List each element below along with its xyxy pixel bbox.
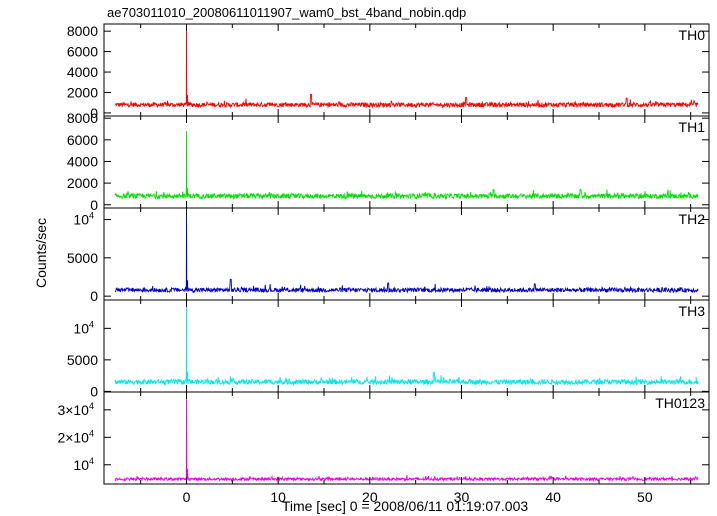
x-tick-label: 0 xyxy=(183,489,191,505)
x-tick-label: 10 xyxy=(270,489,286,505)
chart-title: ae703011010_20080611011907_wam0_bst_4ban… xyxy=(107,5,466,20)
series-th1 xyxy=(114,131,699,201)
panel-th2: 0 5000 104 TH2 xyxy=(67,207,710,304)
series-th3 xyxy=(114,300,699,387)
panel-frame xyxy=(103,207,710,301)
panel-frame xyxy=(103,391,710,485)
panel-label: TH1 xyxy=(679,119,706,135)
y-tick-label: 8000 xyxy=(67,110,98,126)
y-tick-label: 3×104 xyxy=(57,401,94,418)
y-tick-label: 2×104 xyxy=(57,428,94,445)
y-tick-label: 5000 xyxy=(67,352,98,368)
y-tick-label: 6000 xyxy=(67,44,98,60)
panel-frame xyxy=(103,23,710,117)
y-tick-label: 5000 xyxy=(67,250,98,266)
y-tick-label: 104 xyxy=(73,211,94,228)
series-th0 xyxy=(114,24,699,109)
y-tick-label: 6000 xyxy=(67,132,98,148)
x-tick-label: 40 xyxy=(545,489,561,505)
y-tick-label: 0 xyxy=(90,105,98,121)
x-tick-label: 50 xyxy=(637,489,653,505)
panel-label: TH0123 xyxy=(655,395,705,411)
y-tick-label: 0 xyxy=(90,288,98,304)
panel-th3: 0 5000 104 TH3 xyxy=(67,299,710,399)
y-tick-label: 0 xyxy=(90,197,98,213)
series-th2 xyxy=(114,208,699,294)
y-tick-label: 104 xyxy=(73,319,94,336)
panel-label: TH0 xyxy=(679,27,706,43)
panel-th1: 0 2000 4000 6000 8000 TH1 xyxy=(67,110,710,213)
x-tick-label: 30 xyxy=(454,489,470,505)
y-tick-label: 2000 xyxy=(67,175,98,191)
y-tick-label: 2000 xyxy=(67,84,98,100)
y-tick-label: 104 xyxy=(73,456,94,473)
y-tick-label: 4000 xyxy=(67,153,98,169)
panel-label: TH2 xyxy=(679,211,706,227)
x-tick-label: 20 xyxy=(362,489,378,505)
panel-th0: 0 2000 4000 6000 8000 TH0 xyxy=(67,23,710,121)
panel-label: TH3 xyxy=(679,303,706,319)
x-axis-label: Time [sec] 0 = 2008/06/11 01:19:07.003 xyxy=(282,498,529,514)
y-tick-label: 4000 xyxy=(67,64,98,80)
y-axis-label: Counts/sec xyxy=(33,218,49,288)
series-th0123 xyxy=(114,392,699,483)
panel-th0123: 104 2×104 3×104 TH0123 xyxy=(57,391,710,485)
y-tick-label: 0 xyxy=(90,383,98,399)
y-tick-label: 8000 xyxy=(67,23,98,39)
panel-frame xyxy=(103,299,710,393)
